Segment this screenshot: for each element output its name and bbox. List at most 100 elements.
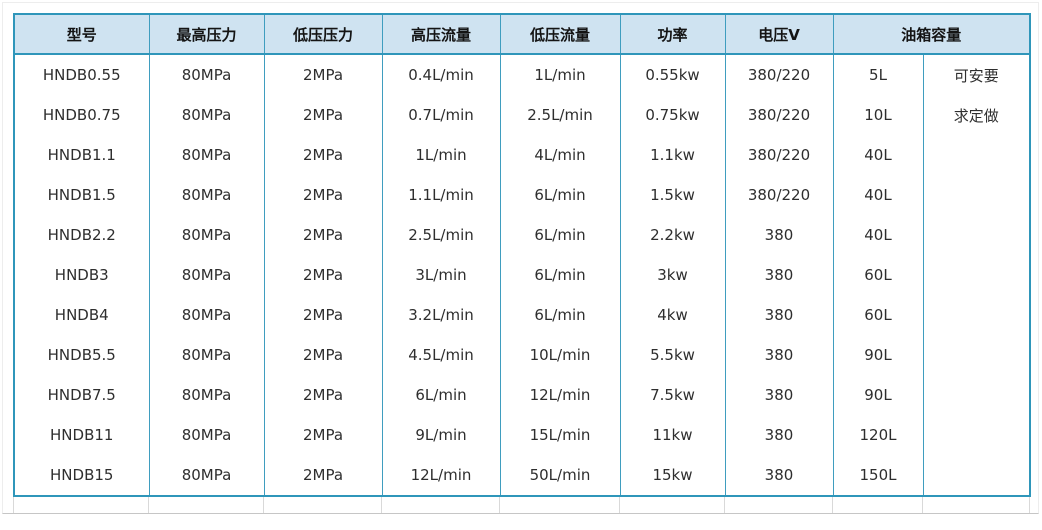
cell-model: HNDB1.1 <box>13 135 150 175</box>
table-row: HNDB0.55 80MPa 2MPa 0.4L/min 1L/min 0.55… <box>13 54 1031 95</box>
empty-cell <box>263 497 382 513</box>
cell-tank: 90L <box>832 335 924 375</box>
cell-max-p: 80MPa <box>148 255 265 295</box>
cell-tank: 40L <box>832 215 924 255</box>
cell-note <box>922 335 1031 375</box>
cell-voltage: 380 <box>724 415 834 455</box>
header-max-pressure: 最高压力 <box>148 14 265 55</box>
table-row: HNDB3 80MPa 2MPa 3L/min 6L/min 3kw 380 6… <box>13 255 1031 295</box>
cell-power: 2.2kw <box>619 215 726 255</box>
cell-power: 3kw <box>619 255 726 295</box>
cell-high-f: 1L/min <box>381 135 501 175</box>
cell-low-f: 1L/min <box>499 54 621 95</box>
cell-low-f: 6L/min <box>499 215 621 255</box>
cell-low-p: 2MPa <box>263 135 383 175</box>
cell-low-f: 6L/min <box>499 255 621 295</box>
cell-tank: 120L <box>832 415 924 455</box>
cell-model: HNDB3 <box>13 255 150 295</box>
cell-note: 求定做 <box>922 95 1031 135</box>
cell-note <box>922 255 1031 295</box>
cell-note: 可安要 <box>922 54 1031 95</box>
cell-max-p: 80MPa <box>148 215 265 255</box>
header-low-flow: 低压流量 <box>499 14 621 55</box>
cell-voltage: 380/220 <box>724 135 834 175</box>
table-row: HNDB11 80MPa 2MPa 9L/min 15L/min 11kw 38… <box>13 415 1031 455</box>
empty-cell <box>832 497 923 513</box>
cell-voltage: 380/220 <box>724 95 834 135</box>
cell-power: 0.75kw <box>619 95 726 135</box>
cell-low-f: 15L/min <box>499 415 621 455</box>
cell-high-f: 3L/min <box>381 255 501 295</box>
empty-footer-row <box>13 497 1030 513</box>
cell-max-p: 80MPa <box>148 455 265 496</box>
cell-model: HNDB7.5 <box>13 375 150 415</box>
cell-tank: 40L <box>832 175 924 215</box>
table-row: HNDB5.5 80MPa 2MPa 4.5L/min 10L/min 5.5k… <box>13 335 1031 375</box>
cell-tank: 60L <box>832 295 924 335</box>
empty-cell <box>724 497 833 513</box>
header-model: 型号 <box>13 14 150 55</box>
cell-voltage: 380 <box>724 295 834 335</box>
cell-high-f: 0.4L/min <box>381 54 501 95</box>
cell-note <box>922 375 1031 415</box>
cell-power: 0.55kw <box>619 54 726 95</box>
cell-voltage: 380 <box>724 455 834 496</box>
cell-low-f: 6L/min <box>499 175 621 215</box>
cell-low-p: 2MPa <box>263 54 383 95</box>
cell-model: HNDB0.55 <box>13 54 150 95</box>
header-tank-capacity: 油箱容量 <box>832 14 1031 55</box>
cell-high-f: 9L/min <box>381 415 501 455</box>
cell-model: HNDB15 <box>13 455 150 496</box>
cell-note <box>922 415 1031 455</box>
cell-max-p: 80MPa <box>148 135 265 175</box>
cell-max-p: 80MPa <box>148 375 265 415</box>
table-row: HNDB4 80MPa 2MPa 3.2L/min 6L/min 4kw 380… <box>13 295 1031 335</box>
cell-tank: 10L <box>832 95 924 135</box>
cell-low-p: 2MPa <box>263 375 383 415</box>
table-row: HNDB2.2 80MPa 2MPa 2.5L/min 6L/min 2.2kw… <box>13 215 1031 255</box>
cell-model: HNDB0.75 <box>13 95 150 135</box>
cell-high-f: 4.5L/min <box>381 335 501 375</box>
cell-high-f: 2.5L/min <box>381 215 501 255</box>
cell-high-f: 3.2L/min <box>381 295 501 335</box>
empty-cell <box>148 497 264 513</box>
cell-power: 1.5kw <box>619 175 726 215</box>
table-row: HNDB1.5 80MPa 2MPa 1.1L/min 6L/min 1.5kw… <box>13 175 1031 215</box>
cell-voltage: 380 <box>724 375 834 415</box>
cell-tank: 150L <box>832 455 924 496</box>
table-row: HNDB1.1 80MPa 2MPa 1L/min 4L/min 1.1kw 3… <box>13 135 1031 175</box>
cell-note <box>922 175 1031 215</box>
cell-model: HNDB4 <box>13 295 150 335</box>
cell-max-p: 80MPa <box>148 415 265 455</box>
cell-power: 7.5kw <box>619 375 726 415</box>
cell-power: 11kw <box>619 415 726 455</box>
cell-low-f: 50L/min <box>499 455 621 496</box>
cell-low-p: 2MPa <box>263 335 383 375</box>
cell-voltage: 380 <box>724 255 834 295</box>
cell-low-f: 6L/min <box>499 295 621 335</box>
cell-voltage: 380/220 <box>724 54 834 95</box>
header-row: 型号 最高压力 低压压力 高压流量 低压流量 功率 电压V 油箱容量 <box>13 14 1031 55</box>
cell-low-p: 2MPa <box>263 415 383 455</box>
cell-max-p: 80MPa <box>148 335 265 375</box>
cell-power: 4kw <box>619 295 726 335</box>
header-power: 功率 <box>619 14 726 55</box>
cell-low-p: 2MPa <box>263 175 383 215</box>
cell-high-f: 0.7L/min <box>381 95 501 135</box>
cell-tank: 90L <box>832 375 924 415</box>
cell-max-p: 80MPa <box>148 95 265 135</box>
header-high-flow: 高压流量 <box>381 14 501 55</box>
cell-max-p: 80MPa <box>148 295 265 335</box>
table-row: HNDB0.75 80MPa 2MPa 0.7L/min 2.5L/min 0.… <box>13 95 1031 135</box>
empty-cell <box>619 497 725 513</box>
cell-low-f: 12L/min <box>499 375 621 415</box>
cell-voltage: 380 <box>724 215 834 255</box>
cell-model: HNDB11 <box>13 415 150 455</box>
header-low-pressure: 低压压力 <box>263 14 383 55</box>
cell-high-f: 6L/min <box>381 375 501 415</box>
cell-power: 15kw <box>619 455 726 496</box>
cell-power: 1.1kw <box>619 135 726 175</box>
cell-high-f: 1.1L/min <box>381 175 501 215</box>
cell-tank: 40L <box>832 135 924 175</box>
cell-low-p: 2MPa <box>263 215 383 255</box>
